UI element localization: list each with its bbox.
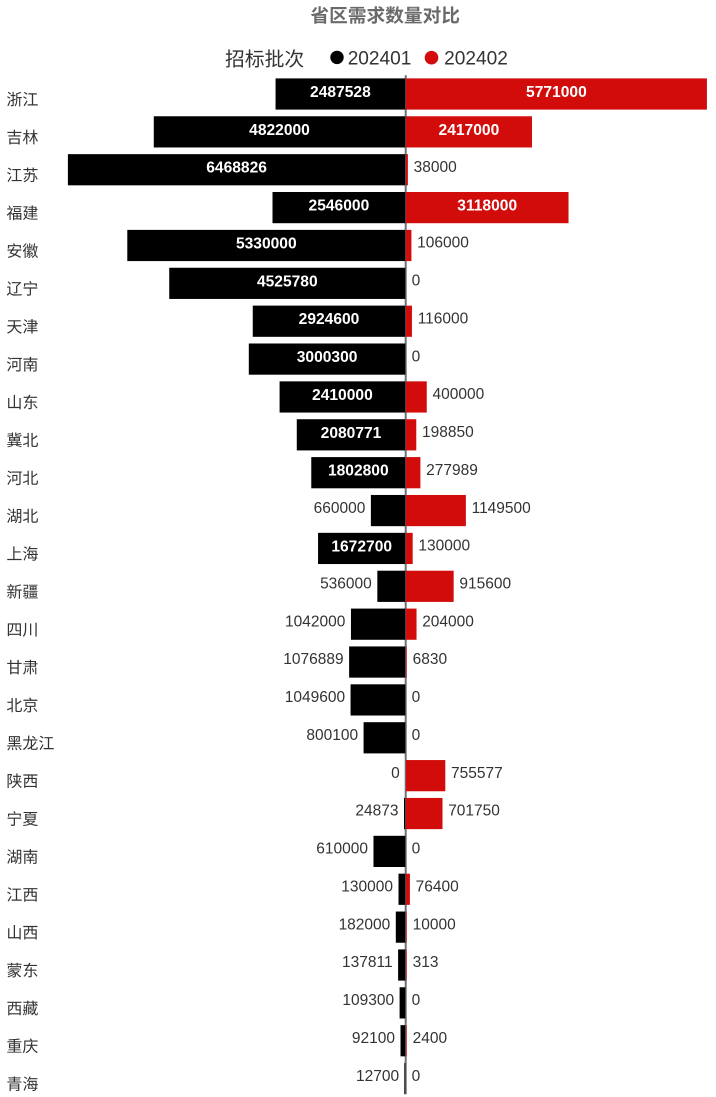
svg-text:2487528: 2487528 — [310, 84, 371, 101]
svg-text:76400: 76400 — [416, 879, 459, 896]
svg-text:2080771: 2080771 — [321, 425, 382, 442]
svg-text:204000: 204000 — [422, 613, 474, 630]
svg-text:2410000: 2410000 — [312, 387, 373, 404]
svg-text:0: 0 — [412, 273, 421, 290]
svg-text:2400: 2400 — [413, 1030, 448, 1047]
svg-text:536000: 536000 — [320, 576, 372, 593]
svg-text:5330000: 5330000 — [236, 236, 297, 253]
svg-text:3118000: 3118000 — [457, 198, 517, 215]
svg-text:400000: 400000 — [433, 386, 485, 403]
svg-text:0: 0 — [412, 1068, 421, 1085]
svg-text:24873: 24873 — [355, 803, 398, 820]
svg-text:3000300: 3000300 — [297, 349, 358, 366]
svg-text:313: 313 — [413, 954, 439, 971]
svg-text:1076889: 1076889 — [283, 651, 343, 668]
svg-text:1049600: 1049600 — [285, 689, 346, 706]
svg-text:1672700: 1672700 — [331, 538, 392, 555]
svg-text:106000: 106000 — [417, 235, 469, 252]
svg-text:182000: 182000 — [339, 916, 391, 933]
svg-text:2924600: 2924600 — [299, 311, 360, 328]
svg-text:202402: 202402 — [444, 49, 508, 70]
svg-text:755577: 755577 — [451, 765, 503, 782]
svg-text:130000: 130000 — [341, 879, 393, 896]
svg-text:130000: 130000 — [418, 538, 470, 555]
svg-text:10000: 10000 — [413, 916, 456, 933]
svg-text:660000: 660000 — [314, 500, 366, 517]
svg-text:5771000: 5771000 — [526, 84, 587, 101]
svg-text:915600: 915600 — [459, 576, 511, 593]
svg-text:12700: 12700 — [356, 1068, 399, 1085]
svg-text:0: 0 — [412, 992, 421, 1009]
svg-text:6468826: 6468826 — [206, 160, 267, 177]
svg-text:277989: 277989 — [426, 462, 478, 479]
svg-text:1149500: 1149500 — [472, 500, 532, 517]
svg-text:92100: 92100 — [352, 1030, 395, 1047]
svg-text:6830: 6830 — [413, 651, 448, 668]
svg-text:109300: 109300 — [342, 992, 394, 1009]
svg-text:0: 0 — [391, 765, 400, 782]
svg-text:800100: 800100 — [306, 727, 358, 744]
svg-text:1802800: 1802800 — [328, 463, 389, 480]
svg-text:202401: 202401 — [348, 48, 412, 69]
svg-text:137811: 137811 — [342, 954, 393, 971]
svg-text:0: 0 — [412, 348, 421, 365]
svg-text:701750: 701750 — [448, 803, 500, 820]
svg-text:198850: 198850 — [422, 424, 474, 441]
svg-text:2417000: 2417000 — [439, 122, 500, 139]
svg-text:610000: 610000 — [316, 841, 368, 858]
svg-text:2546000: 2546000 — [309, 198, 370, 215]
svg-text:116000: 116000 — [418, 310, 469, 327]
svg-text:4525780: 4525780 — [257, 273, 318, 290]
svg-text:0: 0 — [412, 841, 421, 858]
svg-text:4822000: 4822000 — [249, 122, 310, 139]
svg-text:0: 0 — [412, 689, 421, 706]
svg-text:38000: 38000 — [414, 159, 457, 176]
svg-text:1042000: 1042000 — [285, 613, 346, 630]
svg-text:0: 0 — [412, 727, 421, 744]
